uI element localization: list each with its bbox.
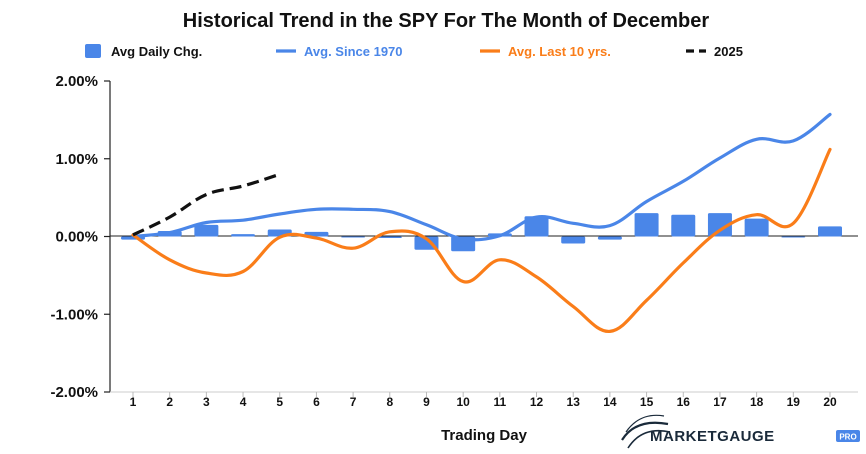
legend-item: Avg Daily Chg.	[85, 44, 202, 59]
y-axis: 2.00% 1.00% 0.00% -1.00% -2.00%	[50, 73, 111, 401]
x-tick-label: 17	[713, 395, 727, 409]
logo-text: MARKETGAUGE	[650, 428, 775, 445]
bar	[231, 234, 256, 237]
logo-pro-badge	[836, 430, 860, 442]
bar	[634, 213, 659, 237]
x-tick-label: 15	[640, 395, 654, 409]
bar	[781, 236, 806, 238]
bar	[304, 231, 329, 237]
bar	[194, 224, 219, 237]
x-axis-label: Trading Day	[441, 427, 528, 444]
chart-title: Historical Trend in the SPY For The Mont…	[183, 10, 710, 32]
x-tick-label: 13	[567, 395, 581, 409]
bar	[671, 214, 696, 237]
x-ticks: 1 2 3 4 5 6 7 8 9 10 11 12 13 14 15 16 17 18 19 20	[130, 392, 837, 409]
series-line-2025	[132, 172, 281, 237]
x-tick-label: 7	[350, 395, 357, 409]
y-tick-label: -2.00%	[50, 384, 98, 401]
y-tick-label: -1.00%	[50, 306, 98, 323]
x-tick-label: 16	[677, 395, 691, 409]
x-tick-label: 1	[130, 395, 137, 409]
x-tick-label: 14	[603, 395, 617, 409]
logo-pro-text: PRO	[839, 433, 856, 442]
x-tick-label: 2	[166, 395, 173, 409]
legend-swatch	[85, 44, 101, 58]
y-tick-label: 1.00%	[55, 151, 98, 168]
legend-label: Avg Daily Chg.	[111, 44, 202, 59]
x-tick-label: 3	[203, 395, 210, 409]
legend-label: Avg. Last 10 yrs.	[508, 44, 611, 59]
bar	[744, 218, 769, 237]
bar	[377, 236, 402, 239]
x-tick-label: 20	[823, 395, 837, 409]
bars-series	[121, 213, 842, 252]
x-tick-label: 8	[386, 395, 393, 409]
y-tick-label: 2.00%	[55, 73, 98, 90]
x-tick-label: 12	[530, 395, 544, 409]
legend-label: 2025	[714, 44, 743, 59]
marketgauge-logo: MARKETGAUGE PRO	[621, 414, 860, 449]
bar	[707, 213, 732, 237]
x-tick-label: 19	[787, 395, 801, 409]
x-tick-label: 5	[276, 395, 283, 409]
legend-label: Avg. Since 1970	[304, 44, 403, 59]
legend-item: Avg. Since 1970	[276, 44, 403, 59]
x-tick-label: 18	[750, 395, 764, 409]
bar	[341, 236, 366, 238]
bar	[597, 236, 622, 240]
x-tick-label: 6	[313, 395, 320, 409]
legend-item: 2025	[686, 44, 743, 59]
legend: Avg Daily Chg. Avg. Since 1970 Avg. Last 1…	[85, 44, 743, 59]
legend-item: Avg. Last 10 yrs.	[480, 44, 611, 59]
bar	[524, 216, 549, 237]
series-line-avg-since-1970	[131, 112, 832, 242]
x-tick-label: 9	[423, 395, 430, 409]
x-tick-label: 4	[240, 395, 247, 409]
bar	[818, 226, 842, 237]
x-tick-label: 11	[493, 395, 506, 409]
lines-group	[131, 112, 832, 333]
y-tick-label: 0.00%	[55, 229, 98, 246]
x-tick-label: 10	[456, 395, 470, 409]
logo-globe-icon	[621, 414, 671, 449]
bar	[561, 236, 586, 244]
series-line-avg-last-10-yrs	[131, 147, 832, 333]
